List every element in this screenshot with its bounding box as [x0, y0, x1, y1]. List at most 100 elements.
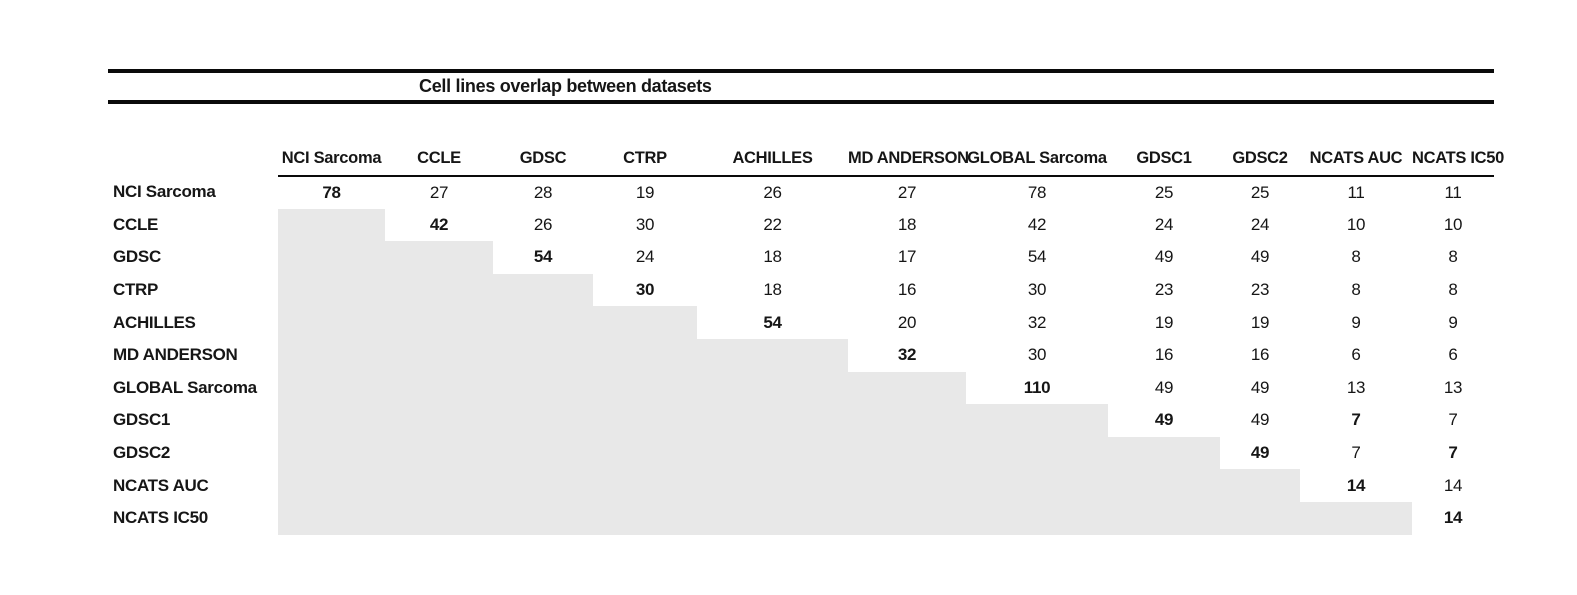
- matrix-cell: 14: [1346, 475, 1366, 495]
- column-header: GDSC: [493, 104, 593, 177]
- shaded-cell: [278, 404, 385, 437]
- column-header: NCATS IC50: [1412, 104, 1504, 177]
- row-label: CTRP: [113, 280, 159, 300]
- shaded-cell: [278, 501, 385, 535]
- matrix-cell: 17: [897, 247, 917, 267]
- shaded-cell: [593, 306, 697, 339]
- shaded-cell: [385, 338, 493, 372]
- matrix-cell: 30: [1027, 345, 1047, 365]
- table-row: MD ANDERSON 32 30 16 16 6 6: [108, 338, 1494, 372]
- table-row: GDSC2 49 7 7: [108, 436, 1494, 470]
- shaded-cell: [697, 436, 848, 470]
- shaded-cell: [385, 404, 493, 437]
- matrix-cell: 28: [533, 182, 553, 202]
- shaded-cell: [697, 469, 848, 502]
- matrix-cell: 27: [429, 182, 449, 202]
- matrix-cell: 54: [763, 312, 782, 332]
- shaded-cell: [1108, 436, 1220, 470]
- matrix-cell: 10: [1443, 214, 1463, 234]
- shaded-cell: [848, 371, 966, 405]
- shaded-cell: [966, 501, 1108, 535]
- shaded-cell: [385, 241, 493, 274]
- matrix-cell: 42: [1027, 214, 1047, 234]
- shaded-cell: [593, 371, 697, 405]
- matrix-cell: 32: [1027, 312, 1047, 332]
- row-label: MD ANDERSON: [113, 345, 238, 365]
- matrix-cell: 8: [1351, 280, 1361, 300]
- row-label: CCLE: [113, 214, 159, 234]
- matrix-cell: 18: [897, 214, 917, 234]
- matrix-cell: 49: [1250, 443, 1270, 463]
- shaded-cell: [1300, 501, 1412, 535]
- table-row: ACHILLES 54 20 32 19 19 9 9: [108, 306, 1494, 339]
- matrix-cell: 19: [1250, 312, 1270, 332]
- shaded-cell: [593, 436, 697, 470]
- table-title-band: Cell lines overlap between datasets: [108, 69, 1494, 104]
- shaded-cell: [493, 404, 593, 437]
- matrix-cell: 24: [635, 247, 655, 267]
- shaded-cell: [278, 469, 385, 502]
- shaded-cell: [1108, 469, 1220, 502]
- shaded-cell: [1220, 501, 1300, 535]
- column-header: CTRP: [593, 104, 697, 177]
- table-row: NCATS AUC 14 14: [108, 469, 1494, 502]
- matrix-cell: 16: [897, 280, 917, 300]
- shaded-cell: [1220, 469, 1300, 502]
- shaded-cell: [278, 273, 385, 307]
- column-header: ACHILLES: [697, 104, 848, 177]
- matrix-cell: 8: [1448, 247, 1458, 267]
- matrix-cell: 9: [1351, 312, 1361, 332]
- matrix-cell: 110: [1023, 377, 1051, 397]
- shaded-cell: [278, 436, 385, 470]
- shaded-cell: [966, 404, 1108, 437]
- matrix-cell: 49: [1250, 377, 1270, 397]
- header-row: NCI Sarcoma CCLE GDSC CTRP ACHILLES MD ANDERS…: [108, 104, 1504, 177]
- matrix-cell: 49: [1154, 377, 1174, 397]
- matrix-cell: 26: [533, 214, 553, 234]
- shaded-cell: [697, 338, 848, 372]
- column-header: CCLE: [385, 104, 493, 177]
- matrix-cell: 16: [1154, 345, 1174, 365]
- matrix-cell: 10: [1346, 214, 1366, 234]
- shaded-cell: [593, 501, 697, 535]
- matrix-cell: 24: [1250, 214, 1270, 234]
- shaded-cell: [848, 436, 966, 470]
- matrix-cell: 14: [1443, 508, 1463, 528]
- shaded-cell: [493, 501, 593, 535]
- shaded-cell: [593, 469, 697, 502]
- matrix-cell: 18: [763, 247, 782, 267]
- matrix-cell: 49: [1154, 247, 1174, 267]
- matrix-cell: 8: [1448, 280, 1458, 300]
- shaded-cell: [493, 436, 593, 470]
- matrix-body: NCI Sarcoma 78 27 28 19 26 27 78 25 25 11 11 CCLE 42 2…: [108, 176, 1494, 535]
- overlap-matrix-table: NCI Sarcoma CCLE GDSC CTRP ACHILLES MD ANDERS…: [108, 104, 1504, 535]
- shaded-cell: [493, 306, 593, 339]
- matrix-cell: 23: [1250, 280, 1270, 300]
- matrix-cell: 24: [1154, 214, 1174, 234]
- overlap-table-sheet: Cell lines overlap between datasets: [108, 69, 1504, 535]
- shaded-cell: [385, 501, 493, 535]
- shaded-cell: [697, 501, 848, 535]
- shaded-cell: [385, 469, 493, 502]
- shaded-cell: [593, 338, 697, 372]
- row-label: GDSC1: [113, 410, 171, 430]
- shaded-cell: [385, 436, 493, 470]
- matrix-cell: 22: [763, 214, 782, 234]
- shaded-cell: [278, 241, 385, 274]
- matrix-cell: 6: [1448, 345, 1458, 365]
- shaded-cell: [593, 404, 697, 437]
- table-row: GDSC 54 24 18 17 54 49 49 8 8: [108, 241, 1494, 274]
- row-label: ACHILLES: [113, 312, 196, 332]
- table-row: GDSC1 49 49 7 7: [108, 404, 1494, 437]
- table-row: NCATS IC50 14: [108, 501, 1494, 535]
- matrix-cell: 7: [1351, 410, 1361, 430]
- table-row: CCLE 42 26 30 22 18 42 24 24 10 10: [108, 208, 1494, 242]
- matrix-cell: 16: [1250, 345, 1270, 365]
- matrix-cell: 7: [1448, 443, 1458, 463]
- shaded-cell: [385, 371, 493, 405]
- shaded-cell: [966, 436, 1108, 470]
- matrix-cell: 49: [1250, 247, 1270, 267]
- shaded-cell: [493, 371, 593, 405]
- matrix-cell: 30: [635, 280, 655, 300]
- matrix-cell: 7: [1448, 410, 1458, 430]
